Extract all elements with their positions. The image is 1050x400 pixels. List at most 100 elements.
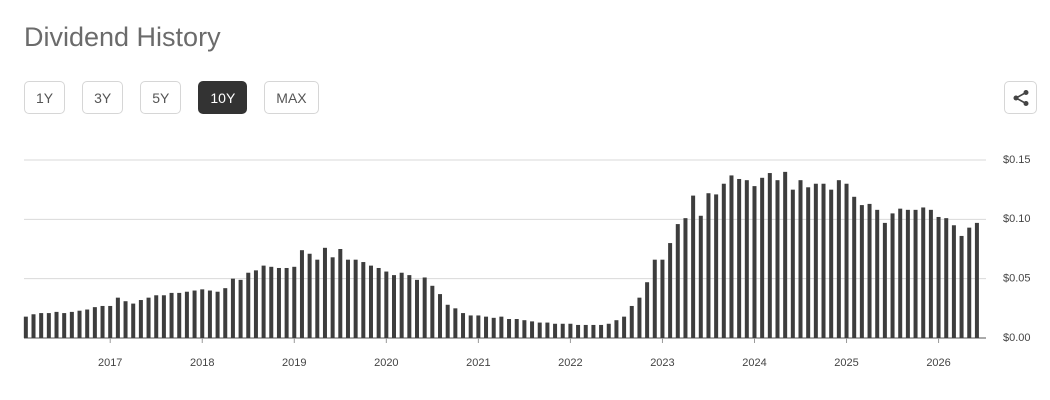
bar <box>261 265 266 338</box>
bar <box>652 259 657 338</box>
bar <box>391 275 396 338</box>
y-tick-label: $0.15 <box>1003 154 1031 166</box>
bar <box>944 218 949 338</box>
bar <box>230 278 235 338</box>
bar <box>192 290 197 338</box>
bar <box>530 321 535 338</box>
bar <box>146 297 151 338</box>
bar <box>507 319 512 338</box>
bar <box>737 178 742 338</box>
bar <box>568 323 573 338</box>
bar <box>553 323 558 338</box>
range-button[interactable]: 3Y <box>82 81 124 114</box>
bar <box>276 267 281 338</box>
bar <box>576 324 581 338</box>
bar <box>890 213 895 338</box>
bar <box>637 297 642 338</box>
bar <box>691 195 696 338</box>
bar <box>422 277 427 338</box>
bar <box>522 320 527 338</box>
bar <box>430 285 435 338</box>
bar <box>207 290 212 338</box>
bar <box>806 187 811 338</box>
bar <box>859 205 864 338</box>
bar <box>790 189 795 338</box>
bar <box>614 320 619 338</box>
range-button[interactable]: 10Y <box>198 81 248 114</box>
bar <box>829 189 834 338</box>
bar <box>836 180 841 338</box>
bar <box>683 218 688 338</box>
bar <box>767 173 772 338</box>
bar <box>315 259 320 338</box>
bar <box>415 279 420 338</box>
share-button[interactable] <box>1004 81 1037 114</box>
bar <box>928 209 933 338</box>
bar <box>706 193 711 338</box>
bar <box>368 265 373 338</box>
bar <box>545 322 550 338</box>
bar <box>177 292 182 338</box>
bar <box>882 222 887 338</box>
range-button[interactable]: 5Y <box>140 81 182 114</box>
bar <box>399 272 404 338</box>
range-button[interactable]: 1Y <box>24 81 66 114</box>
bar <box>115 297 120 338</box>
bar <box>645 282 650 338</box>
bar <box>200 289 205 338</box>
bar <box>668 243 673 338</box>
bar <box>974 222 979 338</box>
bar <box>813 183 818 338</box>
bar <box>537 322 542 338</box>
bar <box>154 295 159 338</box>
range-button[interactable]: MAX <box>264 81 319 114</box>
bar <box>898 208 903 338</box>
bar <box>407 275 412 338</box>
page-title: Dividend History <box>24 22 221 52</box>
bar <box>775 180 780 338</box>
bar <box>322 247 327 338</box>
bar <box>752 186 757 338</box>
bar <box>31 314 36 338</box>
y-tick-label: $0.05 <box>1003 273 1031 285</box>
bar <box>729 175 734 338</box>
y-tick-label: $0.10 <box>1003 213 1031 225</box>
bar <box>583 324 588 338</box>
x-tick-label: 2024 <box>742 357 766 369</box>
bar <box>131 303 136 338</box>
bar <box>844 183 849 338</box>
bar <box>445 304 450 338</box>
bar <box>138 300 143 338</box>
bar <box>622 316 627 338</box>
bar <box>744 180 749 338</box>
bar <box>821 183 826 338</box>
bar <box>100 305 105 338</box>
bar <box>376 267 381 338</box>
x-tick-label: 2026 <box>926 357 950 369</box>
bar <box>307 253 312 338</box>
bar <box>384 271 389 338</box>
bar <box>675 224 680 338</box>
bar <box>499 316 504 338</box>
bar <box>77 310 82 338</box>
bar <box>905 209 910 338</box>
bar <box>169 292 174 338</box>
bar <box>253 270 258 338</box>
bar <box>951 225 956 338</box>
x-tick-label: 2020 <box>374 357 398 369</box>
bar <box>606 323 611 338</box>
bar <box>123 301 128 338</box>
x-tick-label: 2022 <box>558 357 582 369</box>
x-tick-label: 2021 <box>466 357 490 369</box>
bar <box>760 177 765 338</box>
bar <box>345 259 350 338</box>
bar <box>913 209 918 338</box>
x-tick-label: 2019 <box>282 357 306 369</box>
bar <box>476 315 481 338</box>
x-tick-label: 2025 <box>834 357 858 369</box>
bar <box>108 305 113 338</box>
bar <box>560 323 565 338</box>
bar <box>468 315 473 338</box>
bar <box>591 324 596 338</box>
